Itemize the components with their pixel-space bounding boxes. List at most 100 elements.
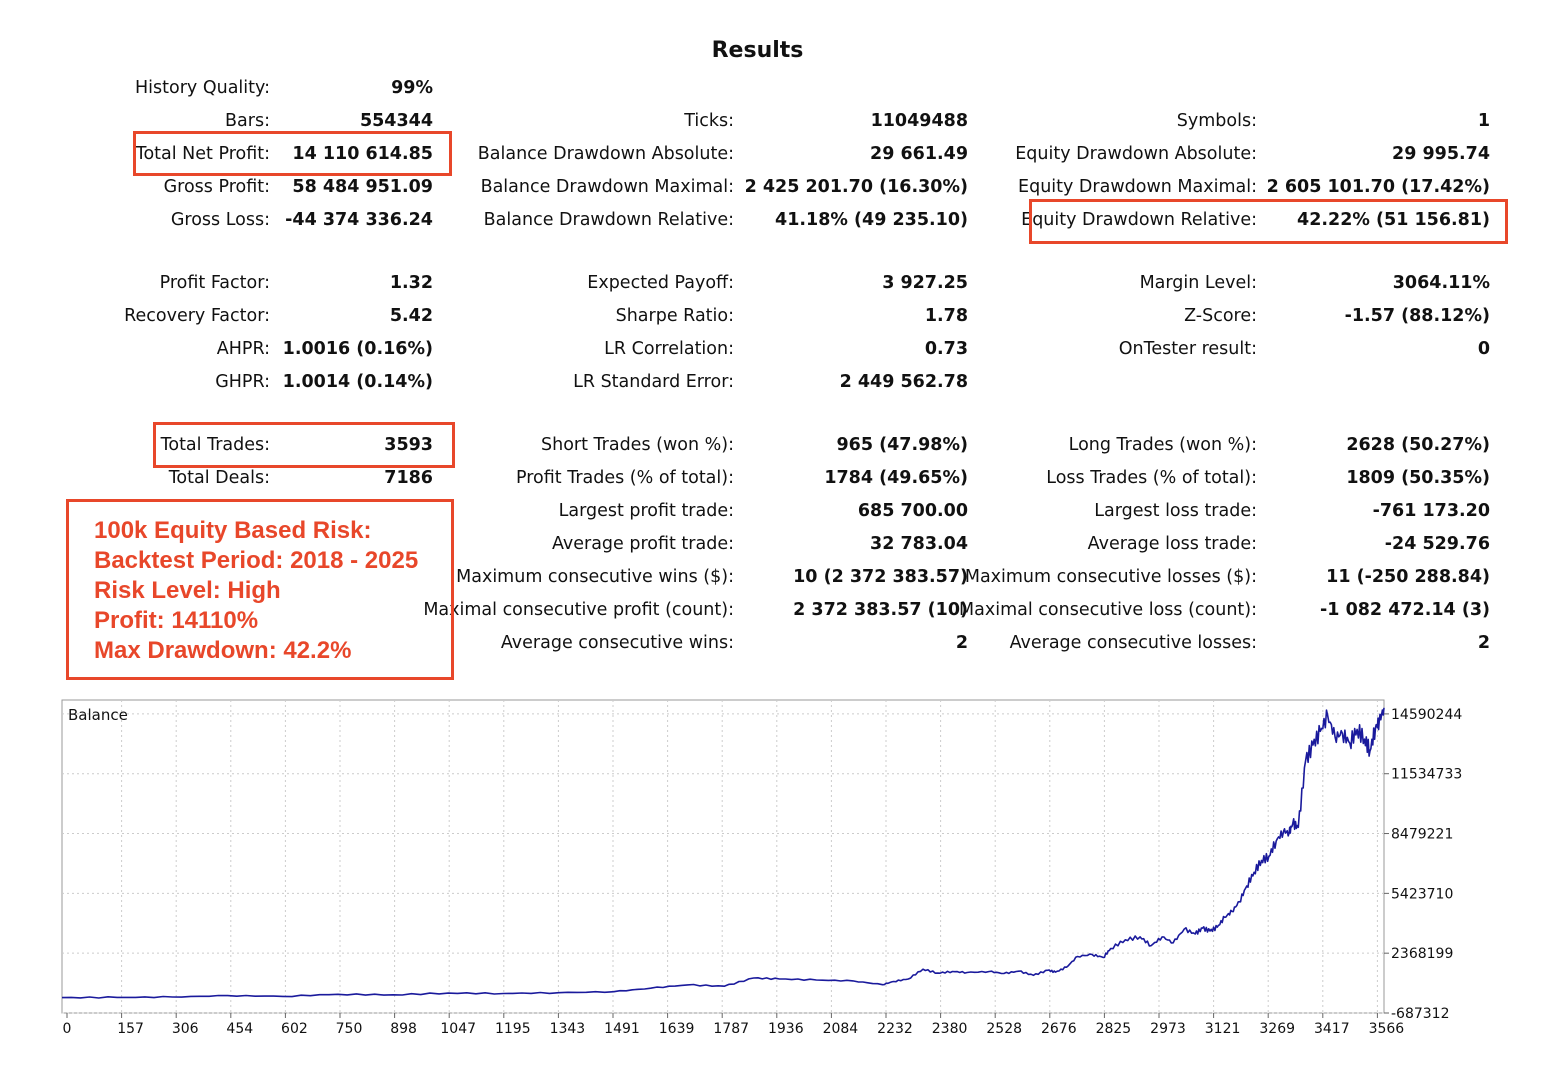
total-trades-value: 3593 (384, 435, 433, 455)
x-tick-label: 0 (63, 1021, 72, 1037)
x-tick-label: 2676 (1041, 1021, 1077, 1037)
total-net-profit-value: 14 110 614.85 (292, 144, 433, 164)
largest-loss-value: -761 173.20 (1372, 501, 1490, 521)
symbols-value: 1 (1477, 111, 1490, 131)
y-tick-label: 5423710 (1391, 886, 1453, 902)
balance-dd-relative-label: Balance Drawdown Relative: (483, 210, 734, 230)
total-deals-value: 7186 (384, 468, 433, 488)
x-tick-label: 2232 (877, 1021, 913, 1037)
chart-plot-area (61, 699, 1385, 1014)
x-tick-label: 2380 (932, 1021, 968, 1037)
highlight-total-trades (153, 422, 455, 468)
balance-dd-absolute-value: 29 661.49 (870, 144, 968, 164)
x-tick-label: 1047 (440, 1021, 476, 1037)
long-trades-value: 2628 (50.27%) (1346, 435, 1490, 455)
ahpr-label: AHPR: (216, 339, 270, 359)
average-loss-value: -24 529.76 (1384, 534, 1490, 554)
sharpe-ratio-value: 1.78 (924, 306, 968, 326)
profit-trades-label: Profit Trades (% of total): (516, 468, 734, 488)
y-tick-label: -687312 (1391, 1006, 1450, 1022)
page-title: Results (711, 38, 804, 63)
highlight-equity-dd-relative (1029, 199, 1508, 244)
y-tick-label: 11534733 (1391, 767, 1462, 783)
recovery-factor-value: 5.42 (389, 306, 433, 326)
loss-trades-label: Loss Trades (% of total): (1046, 468, 1257, 488)
ontester-result-label: OnTester result: (1118, 339, 1257, 359)
history-quality-value: 99% (391, 78, 433, 98)
equity-dd-maximal-label: Equity Drawdown Maximal: (1018, 177, 1257, 197)
gross-profit-value: 58 484 951.09 (292, 177, 433, 197)
balance-dd-relative-value: 41.18% (49 235.10) (775, 210, 968, 230)
gross-loss-label: Gross Loss: (170, 210, 270, 230)
equity-dd-maximal-value: 2 605 101.70 (17.42%) (1266, 177, 1490, 197)
max-consecutive-losses-label: Maximum consecutive losses ($): (964, 567, 1257, 587)
note-line-risk-level: Risk Level: High (94, 577, 281, 604)
x-tick-label: 157 (117, 1021, 144, 1037)
highlight-total-net-profit (133, 131, 452, 176)
average-profit-value: 32 783.04 (870, 534, 968, 554)
x-tick-label: 2528 (986, 1021, 1022, 1037)
profit-factor-value: 1.32 (389, 273, 433, 293)
average-loss-label: Average loss trade: (1087, 534, 1257, 554)
total-deals-label: Total Deals: (168, 468, 270, 488)
symbols-label: Symbols: (1176, 111, 1257, 131)
x-tick-label: 750 (336, 1021, 363, 1037)
x-axis-ticks: 0 157 306 454 602 750 898 1047 1195 1343 1491 1639 1… (63, 1013, 1404, 1037)
avg-consecutive-losses-label: Average consecutive losses: (1009, 633, 1257, 653)
x-tick-label: 306 (172, 1021, 199, 1037)
short-trades-label: Short Trades (won %): (541, 435, 734, 455)
short-trades-value: 965 (47.98%) (836, 435, 968, 455)
balance-dd-maximal-label: Balance Drawdown Maximal: (480, 177, 734, 197)
x-tick-label: 2973 (1150, 1021, 1186, 1037)
y-tick-label: 14590244 (1391, 707, 1462, 723)
x-tick-label: 3121 (1205, 1021, 1241, 1037)
largest-profit-value: 685 700.00 (857, 501, 968, 521)
x-tick-label: 1195 (495, 1021, 531, 1037)
lr-correlation-value: 0.73 (924, 339, 968, 359)
avg-consecutive-wins-label: Average consecutive wins: (500, 633, 734, 653)
history-quality-label: History Quality: (135, 78, 270, 98)
expected-payoff-value: 3 927.25 (882, 273, 968, 293)
z-score-label: Z-Score: (1184, 306, 1257, 326)
max-consecutive-loss-label: Maximal consecutive loss (count): (959, 600, 1257, 620)
x-tick-label: 1787 (713, 1021, 749, 1037)
gross-profit-label: Gross Profit: (163, 177, 270, 197)
note-line-risk: 100k Equity Based Risk: (94, 517, 372, 544)
ticks-value: 11049488 (870, 111, 968, 131)
equity-dd-absolute-label: Equity Drawdown Absolute: (1015, 144, 1257, 164)
profit-factor-label: Profit Factor: (159, 273, 270, 293)
bars-label: Bars: (225, 111, 270, 131)
note-line-period: Backtest Period: 2018 - 2025 (94, 547, 419, 574)
profit-trades-value: 1784 (49.65%) (824, 468, 968, 488)
total-net-profit-label: Total Net Profit: (135, 144, 270, 164)
balance-chart: Balance 0 157 306 454 602 750 898 1047 1195 1343 1… (61, 699, 1462, 1037)
recovery-factor-label: Recovery Factor: (124, 306, 270, 326)
x-tick-label: 1491 (604, 1021, 640, 1037)
note-line-drawdown: Max Drawdown: 42.2% (94, 637, 352, 664)
max-consecutive-wins-label: Maximum consecutive wins ($): (456, 567, 734, 587)
margin-level-value: 3064.11% (1392, 273, 1490, 293)
balance-dd-maximal-value: 2 425 201.70 (16.30%) (744, 177, 968, 197)
y-tick-label: 2368199 (1391, 946, 1453, 962)
balance-line (61, 707, 1385, 999)
equity-dd-absolute-value: 29 995.74 (1392, 144, 1490, 164)
average-profit-label: Average profit trade: (551, 534, 734, 554)
note-line-profit: Profit: 14110% (94, 607, 259, 634)
long-trades-label: Long Trades (won %): (1068, 435, 1257, 455)
chart-grid (62, 700, 1384, 1014)
margin-level-label: Margin Level: (1139, 273, 1257, 293)
gross-loss-value: -44 374 336.24 (285, 210, 433, 230)
y-tick-label: 8479221 (1391, 827, 1453, 843)
sharpe-ratio-label: Sharpe Ratio: (615, 306, 734, 326)
max-consecutive-loss-value: -1 082 472.14 (3) (1320, 600, 1490, 620)
total-trades-label: Total Trades: (160, 435, 270, 455)
z-score-value: -1.57 (88.12%) (1344, 306, 1490, 326)
y-axis-ticks: 14590244 11534733 8479221 5423710 2368199 -68… (1384, 707, 1462, 1022)
lr-std-error-label: LR Standard Error: (573, 372, 734, 392)
largest-profit-label: Largest profit trade: (558, 501, 734, 521)
ticks-label: Ticks: (684, 111, 734, 131)
ghpr-label: GHPR: (215, 372, 270, 392)
equity-dd-relative-value: 42.22% (51 156.81) (1297, 210, 1490, 230)
x-tick-label: 898 (390, 1021, 417, 1037)
lr-correlation-label: LR Correlation: (604, 339, 734, 359)
